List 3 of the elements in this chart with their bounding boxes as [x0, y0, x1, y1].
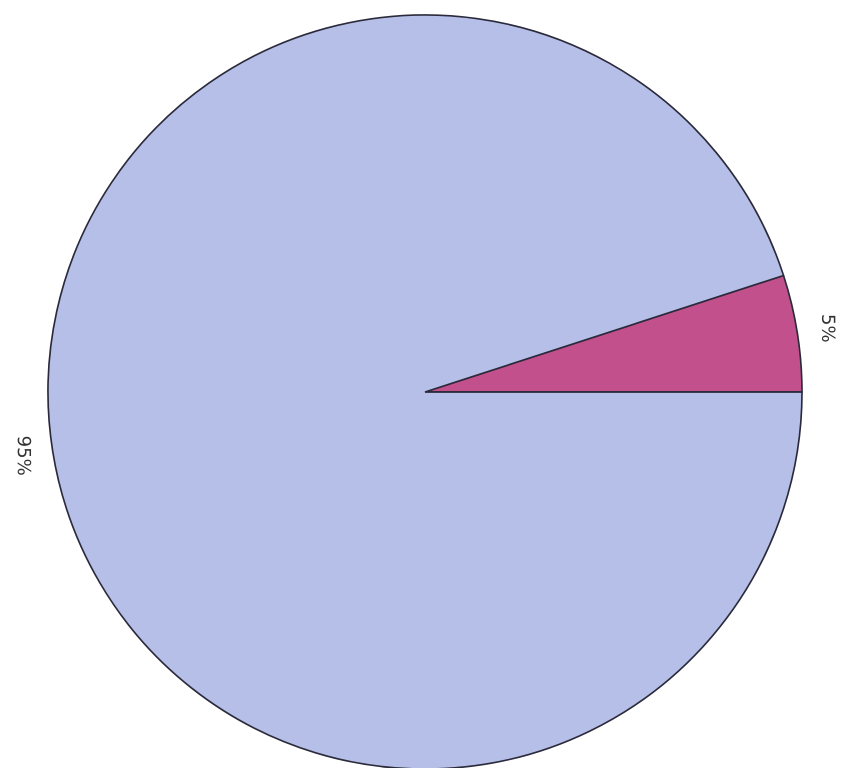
data-label: 95%: [18, 436, 32, 475]
data-label: 5%: [822, 315, 836, 342]
pie-slice: [47, 14, 803, 768]
